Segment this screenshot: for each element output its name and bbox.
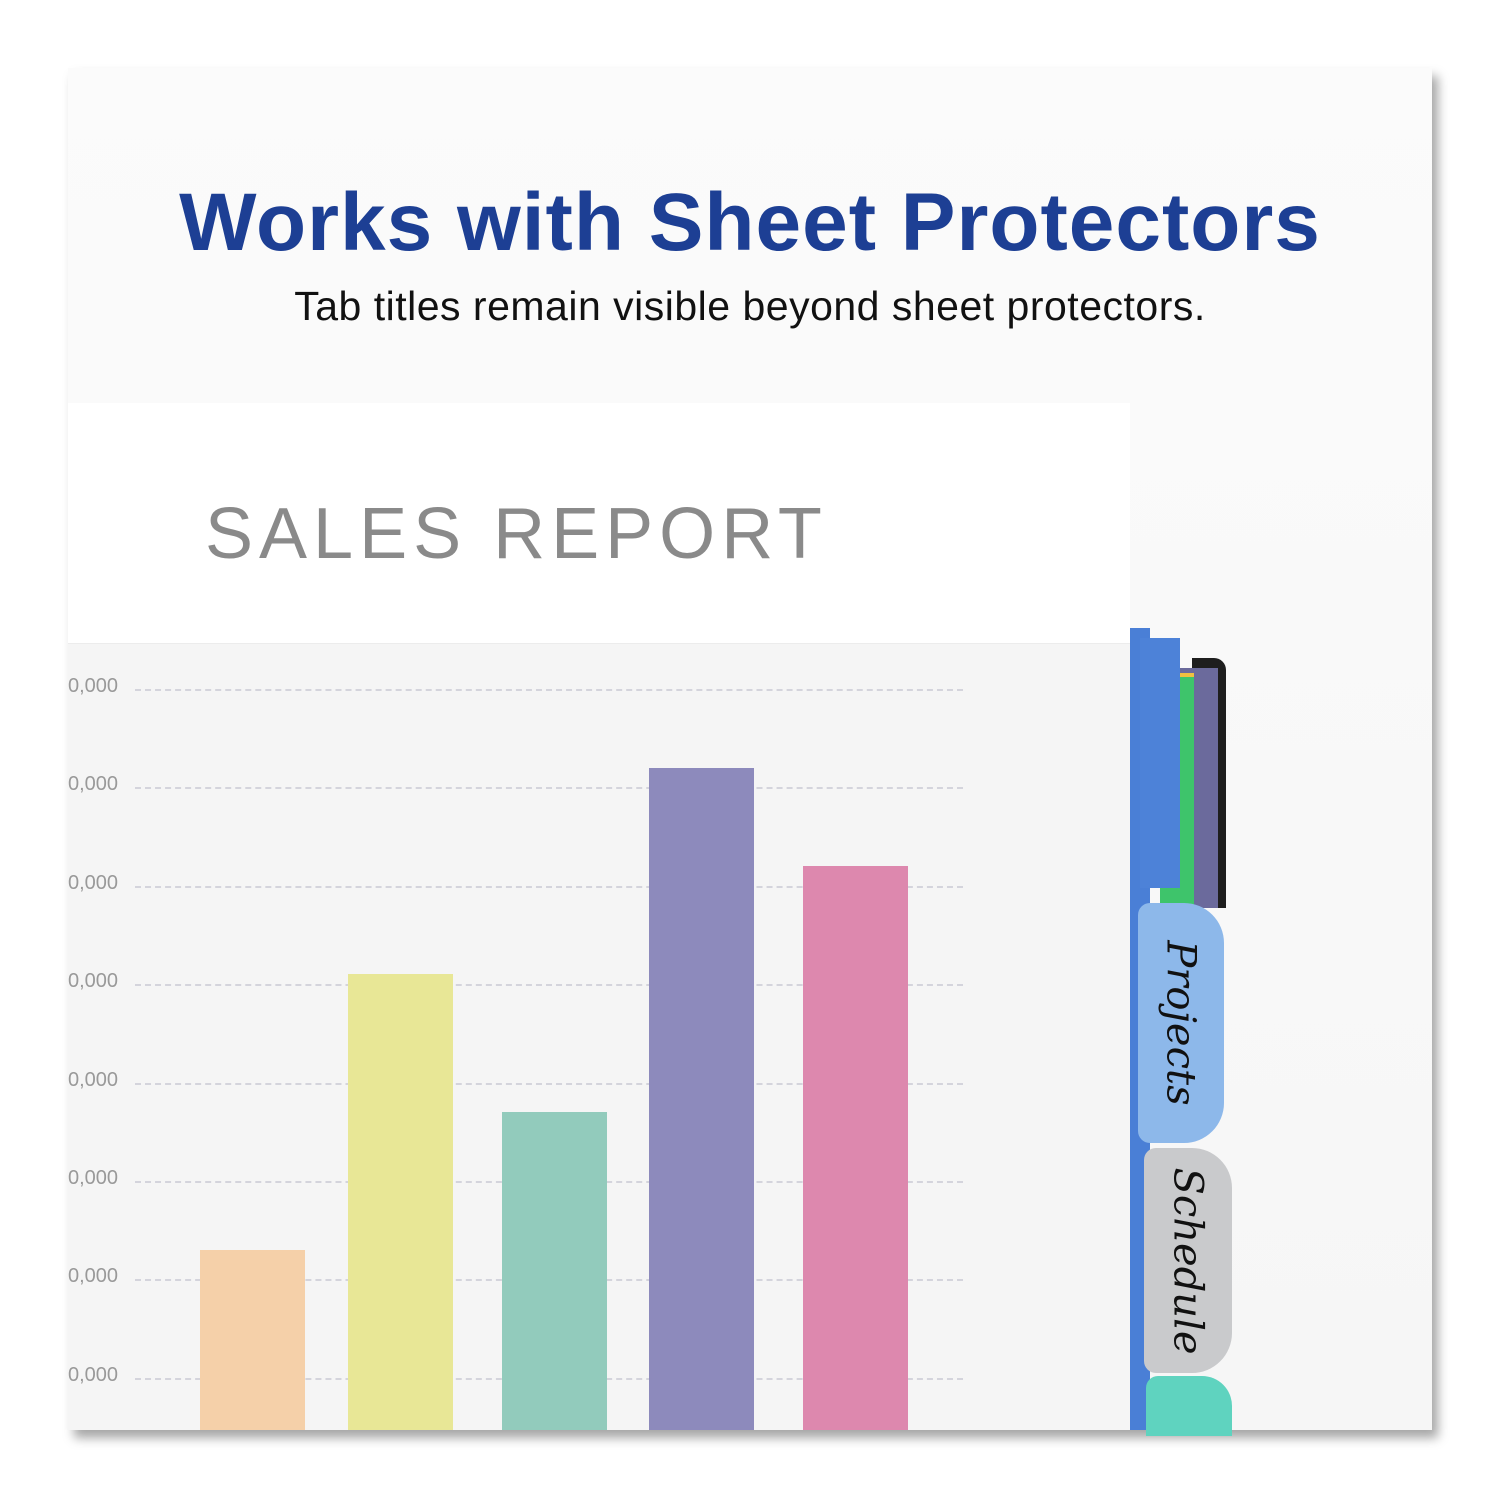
- headline: Works with Sheet Protectors: [179, 177, 1321, 268]
- gridline: [135, 984, 963, 987]
- bar: [502, 1112, 607, 1430]
- y-tick-label: 0,000: [68, 970, 119, 993]
- sheet-title: SALES REPORT: [205, 494, 828, 574]
- tab-teal[interactable]: [1146, 1376, 1232, 1436]
- tab-label: Projects: [1158, 940, 1205, 1106]
- tab-projects[interactable]: Projects: [1138, 903, 1224, 1143]
- gridline: [135, 885, 963, 888]
- bar-chart: 0,000 0,000 0,000 0,000 0,000 0,000 0,000 0,000: [68, 643, 1130, 1430]
- bar: [200, 1249, 305, 1430]
- divider-tabs: Projects Schedule: [1130, 628, 1240, 1436]
- subheadline: Tab titles remain visible beyond sheet p…: [294, 283, 1206, 329]
- y-tick-label: 0,000: [68, 1167, 119, 1189]
- y-tick-label: 0,000: [68, 1265, 119, 1288]
- tab-label: Schedule: [1165, 1166, 1212, 1355]
- gridline: [135, 1082, 963, 1085]
- bar: [803, 866, 908, 1430]
- bar: [649, 767, 754, 1430]
- y-tick-label: 0,000: [68, 1363, 119, 1386]
- tab-schedule[interactable]: Schedule: [1144, 1148, 1232, 1373]
- y-tick-label: 0,000: [68, 675, 119, 697]
- sales-report-sheet: SALES REPORT 0,000 0,000 0,000 0,000 0,000 0,…: [68, 403, 1130, 1430]
- gridline: [135, 689, 963, 691]
- gridline: [135, 787, 963, 790]
- blue-tab: [1140, 638, 1180, 888]
- y-tick-label: 0,000: [68, 1068, 119, 1091]
- y-tick-label: 0,000: [68, 871, 119, 894]
- y-tick-label: 0,000: [68, 773, 119, 796]
- bar: [348, 974, 453, 1430]
